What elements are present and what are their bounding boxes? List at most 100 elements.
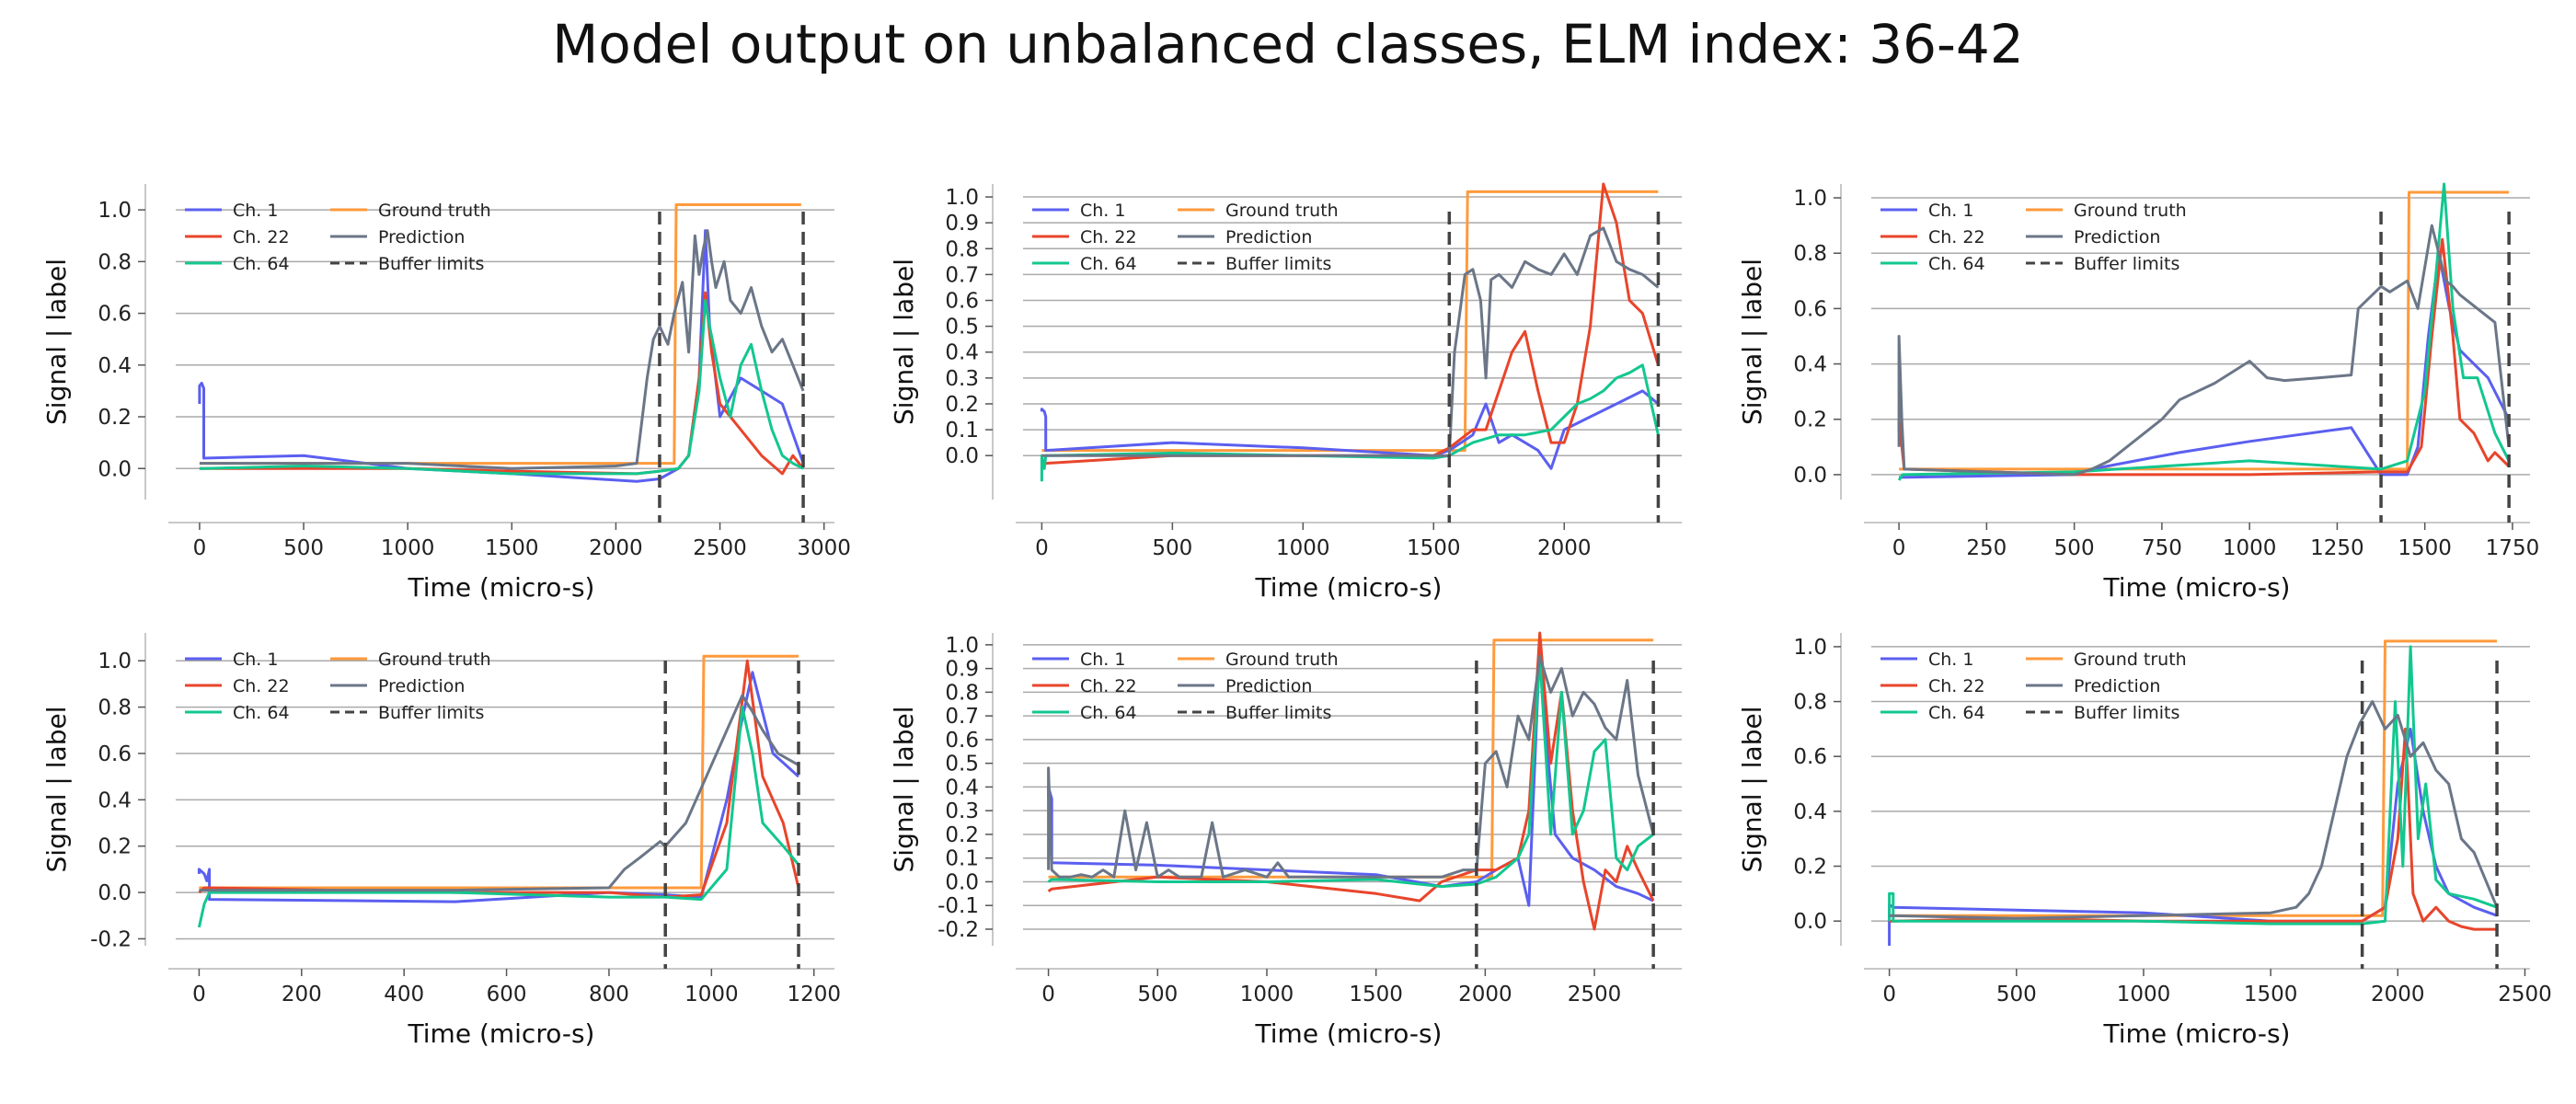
x-axis-label: Time (micro-s) [1255, 1018, 1443, 1049]
x-axis-label: Time (micro-s) [408, 572, 595, 603]
series-line-ch22 [199, 291, 805, 476]
legend-label-ch1: Ch. 1 [233, 650, 278, 670]
series-line-ch64 [199, 299, 804, 476]
legend-label-ground-truth: Ground truth [2074, 201, 2187, 221]
page-title: Model output on unbalanced classes, ELM … [552, 13, 2024, 75]
y-tick-label: 1.0 [945, 634, 979, 658]
y-tick-label: 0.4 [1793, 800, 1827, 824]
series-line-prediction [199, 694, 799, 892]
legend-label-ground-truth: Ground truth [1225, 650, 1339, 670]
legend-label-ch64: Ch. 64 [233, 254, 290, 274]
legend-label-ch64: Ch. 64 [1928, 254, 1985, 274]
legend-label-ch22: Ch. 22 [233, 227, 290, 247]
x-axis-label: Time (micro-s) [1255, 572, 1443, 603]
legend-label-ground-truth: Ground truth [378, 650, 491, 670]
legend-label-buffer-limits: Buffer limits [1225, 703, 1331, 723]
y-tick-label: 0.5 [945, 316, 979, 339]
legend-label-ch22: Ch. 22 [233, 676, 290, 696]
y-tick-label: -0.2 [90, 927, 132, 951]
x-tick-label: 200 [282, 983, 322, 1006]
y-tick-label: 0.7 [945, 705, 979, 729]
x-tick-label: 1200 [787, 983, 841, 1006]
x-axis-label: Time (micro-s) [2103, 572, 2291, 603]
y-tick-label: 0.4 [98, 354, 132, 378]
y-tick-label: 1.0 [98, 650, 132, 673]
x-axis-label: Time (micro-s) [408, 1018, 595, 1049]
y-tick-label: 0.9 [945, 658, 979, 682]
x-tick-label: 750 [2142, 536, 2182, 560]
x-tick-label: 500 [283, 536, 324, 560]
y-tick-label: 0.2 [945, 823, 979, 847]
x-tick-label: 1000 [2223, 536, 2277, 560]
x-tick-label: 1500 [485, 536, 539, 560]
y-tick-label: 0.2 [98, 835, 132, 859]
y-tick-label: 0.4 [945, 341, 979, 365]
x-tick-label: 1000 [2117, 983, 2171, 1006]
y-axis-label: Signal | label [1737, 707, 1767, 873]
legend-label-ch64: Ch. 64 [1080, 703, 1137, 723]
y-tick-label: 0.0 [98, 881, 132, 905]
y-axis-label: Signal | label [889, 259, 919, 425]
x-tick-label: 0 [1041, 983, 1055, 1006]
y-tick-label: 0.8 [1793, 691, 1827, 715]
y-tick-label: -0.2 [937, 918, 979, 942]
y-tick-label: 0.6 [1793, 745, 1827, 769]
series-line-ch22 [1047, 631, 1655, 931]
x-tick-label: 1500 [2398, 536, 2452, 560]
legend-label-ground-truth: Ground truth [378, 201, 491, 221]
series-line-ch64 [197, 706, 800, 928]
subplot-2: 0.00.10.20.30.40.50.6 0.70.80.91.0 0 500 100… [889, 182, 1682, 603]
x-tick-label: 2500 [2498, 983, 2552, 1006]
legend-label-ch1: Ch. 1 [1928, 201, 1973, 221]
y-tick-label: 0.6 [945, 729, 979, 753]
x-tick-label: 2000 [589, 536, 643, 560]
y-axis-label: Signal | label [1737, 259, 1767, 425]
legend-label-ch64: Ch. 64 [1928, 703, 1985, 723]
y-tick-label: 0.9 [945, 212, 979, 236]
x-tick-label: 400 [384, 983, 424, 1006]
x-tick-label: 2000 [2371, 983, 2425, 1006]
x-axis-label: Time (micro-s) [2103, 1018, 2291, 1049]
x-tick-label: 1000 [381, 536, 435, 560]
y-tick-label: 1.0 [945, 186, 979, 210]
y-tick-label: 0.6 [98, 742, 132, 766]
legend-label-buffer-limits: Buffer limits [2074, 254, 2179, 274]
y-tick-label: 0.0 [945, 870, 979, 894]
series-line-ground-truth [199, 203, 801, 466]
x-tick-label: 3000 [797, 536, 851, 560]
y-tick-label: 0.8 [1793, 242, 1827, 266]
legend-label-ch22: Ch. 22 [1928, 227, 1985, 247]
series-line-prediction [1897, 224, 2511, 477]
y-tick-label: -0.1 [937, 894, 979, 918]
y-tick-label: 0.0 [1793, 464, 1827, 488]
series-line-ch1 [1899, 251, 2511, 479]
y-tick-label: 0.8 [98, 250, 132, 274]
y-tick-label: 0.3 [945, 367, 979, 391]
legend-label-buffer-limits: Buffer limits [1225, 254, 1331, 274]
x-tick-label: 500 [2054, 536, 2095, 560]
y-tick-label: 0.6 [1793, 297, 1827, 321]
legend-label-prediction: Prediction [2074, 676, 2160, 696]
x-tick-label: 250 [1966, 536, 2007, 560]
y-tick-label: 0.8 [98, 696, 132, 720]
subplot-5: -0.2-0.10.00.10.20.30.40.50.60.70.80.91.… [889, 631, 1682, 1049]
legend-label-prediction: Prediction [2074, 227, 2160, 247]
x-tick-label: 1000 [1240, 983, 1294, 1006]
series-line-ch1 [1040, 389, 1660, 470]
y-tick-label: 0.4 [98, 788, 132, 812]
y-tick-label: 1.0 [98, 199, 132, 223]
y-tick-label: 0.0 [1793, 910, 1827, 934]
legend-label-prediction: Prediction [1225, 676, 1312, 696]
x-tick-label: 0 [1882, 983, 1896, 1006]
y-tick-label: 0.8 [945, 681, 979, 705]
legend-label-prediction: Prediction [378, 676, 465, 696]
series-line-prediction [1047, 655, 1655, 879]
x-tick-label: 1500 [1349, 983, 1403, 1006]
legend-label-buffer-limits: Buffer limits [2074, 703, 2179, 723]
y-tick-label: 0.2 [98, 406, 132, 430]
x-tick-label: 600 [487, 983, 527, 1006]
x-tick-label: 0 [193, 536, 207, 560]
series-line-prediction [199, 229, 805, 470]
y-tick-label: 0.8 [945, 237, 979, 261]
